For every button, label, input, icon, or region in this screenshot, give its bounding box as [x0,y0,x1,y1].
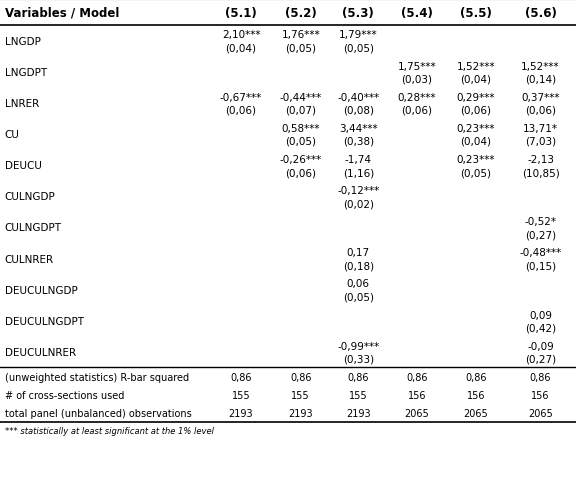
Text: (5.5): (5.5) [460,7,492,20]
Text: (5.3): (5.3) [342,7,374,20]
Text: (0,38): (0,38) [343,137,374,147]
Text: 2193: 2193 [289,408,313,418]
Text: 2065: 2065 [464,408,488,418]
Text: 156: 156 [407,390,426,400]
Text: CULNGDP: CULNGDP [5,192,55,202]
Text: LNGDP: LNGDP [5,37,40,47]
Text: -0,09: -0,09 [527,341,554,351]
Text: (0,27): (0,27) [525,230,556,240]
Text: 0,17: 0,17 [347,248,370,258]
Text: 2,10***: 2,10*** [222,31,260,41]
Text: # of cross-sections used: # of cross-sections used [5,390,124,400]
Text: 155: 155 [232,390,251,400]
Text: 0,86: 0,86 [347,372,369,382]
Text: 1,52***: 1,52*** [456,62,495,72]
Text: 0,29***: 0,29*** [457,93,495,103]
Text: 3,44***: 3,44*** [339,124,378,134]
Text: 2065: 2065 [404,408,429,418]
Text: 0,28***: 0,28*** [397,93,436,103]
Text: (0,05): (0,05) [343,292,374,302]
Text: CU: CU [5,130,20,140]
Text: LNRER: LNRER [5,99,39,109]
Text: (0,06): (0,06) [401,106,432,116]
Text: (5.2): (5.2) [285,7,317,20]
Text: (0,06): (0,06) [285,168,316,178]
Text: 0,09: 0,09 [529,310,552,320]
Text: (0,06): (0,06) [226,106,256,116]
Text: DEUCULNRER: DEUCULNRER [5,347,75,357]
Text: (0,05): (0,05) [460,168,491,178]
Text: Variables / Model: Variables / Model [5,7,119,20]
Text: (0,04): (0,04) [460,137,491,147]
Text: (0,04): (0,04) [226,44,256,54]
Text: (0,33): (0,33) [343,354,374,364]
Text: -0,40***: -0,40*** [337,93,380,103]
Text: (0,04): (0,04) [460,75,491,85]
Text: -0,52*: -0,52* [525,217,556,227]
Text: -0,26***: -0,26*** [279,155,322,165]
Text: 2193: 2193 [229,408,253,418]
Text: 1,76***: 1,76*** [281,31,320,41]
Text: (0,02): (0,02) [343,199,374,209]
Text: -2,13: -2,13 [527,155,554,165]
Text: 0,37***: 0,37*** [521,93,560,103]
Text: -1,74: -1,74 [345,155,372,165]
Text: (0,03): (0,03) [401,75,432,85]
Text: (0,07): (0,07) [285,106,316,116]
Text: DEUCULNGDPT: DEUCULNGDPT [5,316,84,326]
Text: (5.4): (5.4) [401,7,433,20]
Text: (0,42): (0,42) [525,323,556,333]
Text: 0,86: 0,86 [530,372,551,382]
Text: -0,48***: -0,48*** [520,248,562,258]
Text: DEUCULNGDP: DEUCULNGDP [5,285,77,295]
Text: (0,05): (0,05) [285,44,316,54]
Text: DEUCU: DEUCU [5,161,41,171]
Text: (1,16): (1,16) [343,168,374,178]
Text: (0,06): (0,06) [525,106,556,116]
Text: (unweighted statistics) R-bar squared: (unweighted statistics) R-bar squared [5,372,189,382]
Text: (0,08): (0,08) [343,106,374,116]
Text: (10,85): (10,85) [522,168,559,178]
Text: 156: 156 [531,390,550,400]
Text: 0,86: 0,86 [290,372,312,382]
Text: (0,05): (0,05) [343,44,374,54]
Text: (0,06): (0,06) [460,106,491,116]
Text: (0,14): (0,14) [525,75,556,85]
Text: *** statistically at least significant at the 1% level: *** statistically at least significant a… [5,426,214,435]
Text: -0,12***: -0,12*** [337,186,380,196]
Text: 1,52***: 1,52*** [521,62,560,72]
Text: 13,71*: 13,71* [523,124,558,134]
Text: 0,06: 0,06 [347,279,370,289]
Text: 0,23***: 0,23*** [457,124,495,134]
Text: (5.1): (5.1) [225,7,257,20]
Text: -0,44***: -0,44*** [279,93,322,103]
Text: 2193: 2193 [346,408,370,418]
Text: 0,58***: 0,58*** [282,124,320,134]
Text: 0,86: 0,86 [230,372,252,382]
Text: total panel (unbalanced) observations: total panel (unbalanced) observations [5,408,191,418]
Text: (0,05): (0,05) [285,137,316,147]
Text: (0,18): (0,18) [343,261,374,271]
Text: 155: 155 [349,390,367,400]
Text: 155: 155 [291,390,310,400]
Text: (5.6): (5.6) [525,7,556,20]
Text: 1,79***: 1,79*** [339,31,378,41]
Text: (7,03): (7,03) [525,137,556,147]
Text: 0,86: 0,86 [406,372,427,382]
Text: (0,15): (0,15) [525,261,556,271]
Text: CULNGDPT: CULNGDPT [5,223,62,233]
Text: -0,67***: -0,67*** [220,93,262,103]
Text: 0,86: 0,86 [465,372,487,382]
Text: -0,99***: -0,99*** [337,341,380,351]
Text: 2065: 2065 [528,408,553,418]
Text: 1,75***: 1,75*** [397,62,436,72]
Text: 156: 156 [467,390,485,400]
Text: (0,27): (0,27) [525,354,556,364]
Text: LNGDPT: LNGDPT [5,68,47,78]
Text: 0,23***: 0,23*** [457,155,495,165]
Text: CULNRER: CULNRER [5,254,54,264]
